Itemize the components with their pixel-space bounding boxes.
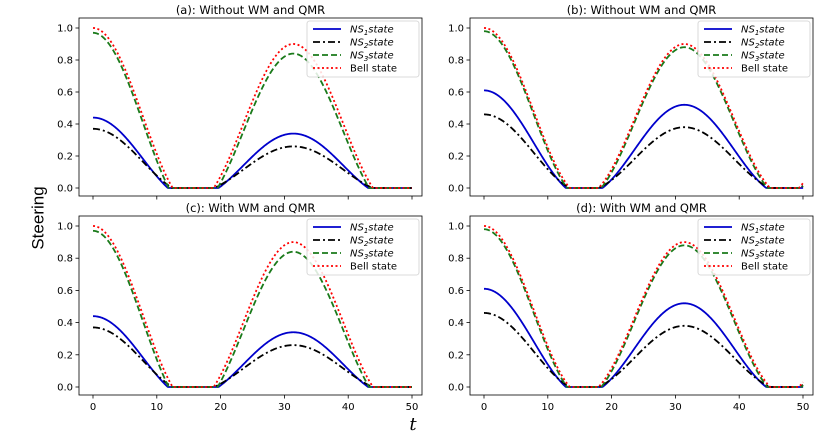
series-line-ns3state	[483, 30, 804, 189]
series-line-ns2state	[483, 312, 804, 388]
legend-label: Bell state	[741, 64, 788, 75]
panels: (a): Without WM and QMR 0.0 0.2 0.4 0.6 0.8 1.…	[57, 3, 814, 413]
legend-box	[697, 218, 811, 276]
legend-label: NS3state	[741, 249, 785, 262]
y-tick-label: 1.0	[448, 222, 464, 233]
legend-label: NS1state	[350, 223, 394, 236]
panel-title: (a): Without WM and QMR	[176, 3, 325, 17]
x-tick-label: 20	[214, 402, 227, 413]
panel-a: (a): Without WM and QMR 0.0 0.2 0.4 0.6 0.8 1.…	[57, 3, 423, 200]
legend-label: NS2state	[350, 38, 394, 51]
legend-label: Bell state	[741, 262, 788, 273]
axes-frame	[78, 215, 423, 396]
y-tick-label: 0.8	[57, 254, 73, 265]
y-tick-label: 0.6	[57, 88, 73, 99]
series-line-bell-state	[92, 225, 412, 388]
y-tick-label: 0.4	[448, 318, 464, 329]
panel-d: (d): With WM and QMR 0.0 0.2 0.4 0.6 0.8 1.0 0 1…	[448, 201, 814, 413]
x-tick-label: 0	[481, 402, 487, 413]
y-tick-label: 0.0	[57, 184, 73, 195]
y-tick-label: 0.2	[448, 350, 464, 361]
axes-frame	[469, 215, 814, 396]
x-axis-label: t	[409, 414, 417, 435]
legend-label: NS3state	[350, 51, 394, 64]
panel-title: (c): With WM and QMR	[186, 201, 316, 215]
y-tick-label: 0.2	[57, 152, 73, 163]
y-tick-label: 0.0	[448, 184, 464, 195]
panel-title: (b): Without WM and QMR	[567, 3, 717, 17]
series-line-ns1state	[92, 315, 412, 388]
x-tick-label: 50	[797, 402, 810, 413]
legend-label: Bell state	[350, 262, 397, 273]
axes-frame	[78, 17, 423, 197]
legend-box	[697, 20, 811, 78]
series-line-ns1state	[483, 89, 804, 189]
x-tick-label: 40	[733, 402, 746, 413]
y-tick-label: 0.8	[57, 56, 73, 67]
x-tick-label: 40	[342, 402, 355, 413]
series-line-bell-state	[483, 27, 804, 189]
x-tick-label: 20	[605, 402, 618, 413]
y-tick-label: 0.2	[57, 350, 73, 361]
panel-c: (c): With WM and QMR 0.0 0.2 0.4 0.6 0.8 1.0 0 1…	[57, 201, 423, 413]
y-tick-label: 0.4	[57, 120, 73, 131]
y-tick-label: 0.0	[448, 383, 464, 394]
y-tick-label: 0.2	[448, 152, 464, 163]
series-line-ns2state	[92, 326, 412, 388]
y-tick-label: 0.8	[448, 56, 464, 67]
legend-label: NS3state	[350, 249, 394, 262]
axes-frame	[469, 17, 814, 197]
y-tick-label: 0.6	[448, 286, 464, 297]
x-tick-label: 0	[90, 402, 96, 413]
y-tick-label: 0.8	[448, 254, 464, 265]
y-tick-label: 0.6	[57, 286, 73, 297]
series-line-ns3state	[92, 31, 412, 189]
x-tick-label: 10	[150, 402, 163, 413]
legend-box	[306, 20, 420, 78]
x-tick-label: 30	[278, 402, 291, 413]
y-tick-label: 1.0	[57, 222, 73, 233]
y-tick-label: 0.0	[57, 383, 73, 394]
x-tick-label: 10	[541, 402, 554, 413]
y-tick-label: 1.0	[448, 24, 464, 35]
y-axis-label: Steering	[29, 186, 48, 249]
legend-label: NS2state	[741, 38, 785, 51]
x-tick-label: 30	[669, 402, 682, 413]
legend-label: NS2state	[741, 236, 785, 249]
legend-label: NS1state	[350, 25, 394, 38]
legend-label: Bell state	[350, 64, 397, 75]
series-line-bell-state	[483, 225, 804, 388]
legend-label: NS2state	[350, 236, 394, 249]
y-tick-label: 1.0	[57, 24, 73, 35]
legend-label: NS1state	[741, 25, 785, 38]
series-line-ns1state	[483, 287, 804, 388]
y-tick-label: 0.6	[448, 88, 464, 99]
panel-title: (d): With WM and QMR	[576, 201, 707, 215]
series-line-ns2state	[92, 127, 412, 189]
series-line-ns3state	[483, 228, 804, 388]
panel-b: (b): Without WM and QMR 0.0 0.2 0.4 0.6 0.8 1.…	[448, 3, 814, 200]
series-line-ns2state	[483, 113, 804, 189]
legend-box	[306, 218, 420, 276]
legend-label: NS1state	[741, 223, 785, 236]
y-tick-label: 0.4	[448, 120, 464, 131]
series-line-ns1state	[92, 116, 412, 189]
x-tick-label: 50	[406, 402, 419, 413]
legend-label: NS3state	[741, 51, 785, 64]
y-tick-label: 0.4	[57, 318, 73, 329]
